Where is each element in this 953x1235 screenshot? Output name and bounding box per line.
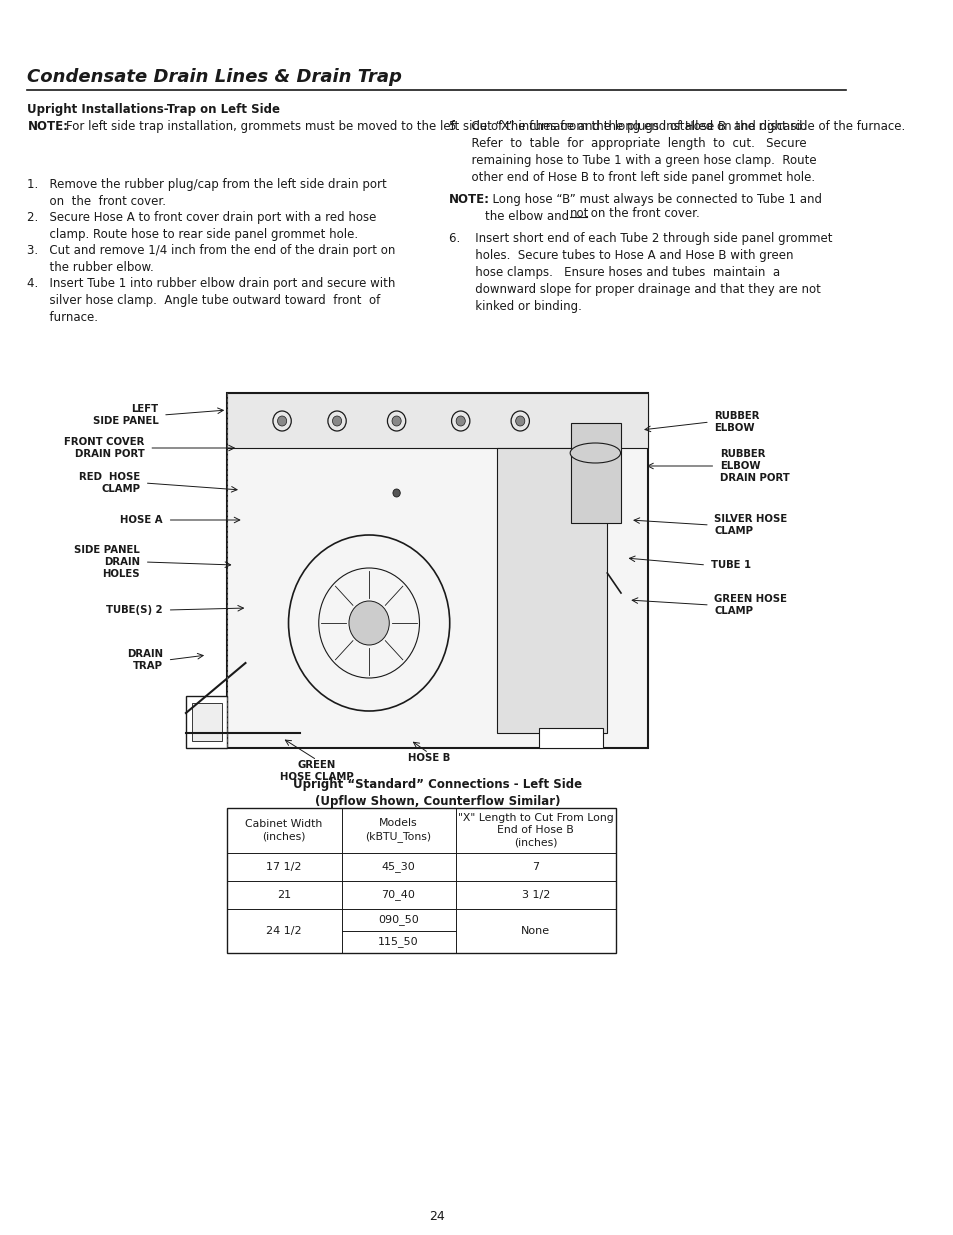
Bar xyxy=(497,448,607,734)
Text: 17 1/2: 17 1/2 xyxy=(266,862,301,872)
Text: RED  HOSE
CLAMP: RED HOSE CLAMP xyxy=(79,472,140,494)
Circle shape xyxy=(349,601,389,645)
Text: RUBBER
ELBOW: RUBBER ELBOW xyxy=(714,411,760,432)
Text: Cabinet Width
(inches): Cabinet Width (inches) xyxy=(245,819,322,841)
Text: SILVER HOSE
CLAMP: SILVER HOSE CLAMP xyxy=(714,514,787,536)
Circle shape xyxy=(516,416,524,426)
Text: HOSE A: HOSE A xyxy=(120,515,163,525)
Text: Upright Installations-Trap on Left Side: Upright Installations-Trap on Left Side xyxy=(28,103,280,116)
Text: NOTE:: NOTE: xyxy=(28,120,69,133)
Text: 4.   Insert Tube 1 into rubber elbow drain port and secure with
      silver hos: 4. Insert Tube 1 into rubber elbow drain… xyxy=(28,277,395,324)
Text: on the front cover.: on the front cover. xyxy=(586,207,700,220)
Text: 090_50: 090_50 xyxy=(377,915,418,925)
Text: 1.   Remove the rubber plug/cap from the left side drain port
      on  the  fro: 1. Remove the rubber plug/cap from the l… xyxy=(28,178,387,207)
Text: not: not xyxy=(569,207,588,220)
Circle shape xyxy=(392,416,401,426)
Circle shape xyxy=(333,416,341,426)
Text: Condensate Drain Lines & Drain Trap: Condensate Drain Lines & Drain Trap xyxy=(28,68,402,86)
Text: 70_40: 70_40 xyxy=(381,889,415,900)
Text: Upright “Standard” Connections - Left Side
(Upflow Shown, Counterflow Similar): Upright “Standard” Connections - Left Si… xyxy=(293,778,581,808)
Circle shape xyxy=(456,416,465,426)
Text: 115_50: 115_50 xyxy=(377,936,418,947)
Circle shape xyxy=(393,489,400,496)
Text: RUBBER
ELBOW
DRAIN PORT: RUBBER ELBOW DRAIN PORT xyxy=(720,450,789,483)
Bar xyxy=(227,808,616,953)
Text: None: None xyxy=(520,926,550,936)
Bar xyxy=(570,424,620,522)
Bar xyxy=(227,393,648,448)
Text: 21: 21 xyxy=(276,890,291,900)
Text: 3.   Cut and remove 1/4 inch from the end of the drain port on
      the rubber : 3. Cut and remove 1/4 inch from the end … xyxy=(28,245,395,274)
Text: TUBE 1: TUBE 1 xyxy=(710,559,750,571)
Text: Long hose “B” must always be connected to Tube 1 and
the elbow and: Long hose “B” must always be connected t… xyxy=(485,193,821,224)
Text: For left side trap installation, grommets must be moved to the left side of the : For left side trap installation, grommet… xyxy=(66,120,904,133)
Text: LEFT
SIDE PANEL: LEFT SIDE PANEL xyxy=(92,404,158,426)
Text: "X" Length to Cut From Long
End of Hose B
(inches): "X" Length to Cut From Long End of Hose … xyxy=(457,813,613,847)
Text: 7: 7 xyxy=(532,862,538,872)
Bar xyxy=(186,697,227,748)
Text: SIDE PANEL
DRAIN
HOLES: SIDE PANEL DRAIN HOLES xyxy=(74,546,140,579)
Text: Models
(kBTU_Tons): Models (kBTU_Tons) xyxy=(365,819,431,842)
Circle shape xyxy=(277,416,287,426)
Text: FRONT COVER
DRAIN PORT: FRONT COVER DRAIN PORT xyxy=(64,437,145,458)
Text: 45_30: 45_30 xyxy=(381,862,415,872)
Text: NOTE:: NOTE: xyxy=(448,193,489,206)
Text: HOSE B: HOSE B xyxy=(407,753,449,763)
Text: DRAIN
TRAP: DRAIN TRAP xyxy=(127,650,163,671)
Text: 2.   Secure Hose A to front cover drain port with a red hose
      clamp. Route : 2. Secure Hose A to front cover drain po… xyxy=(28,211,376,241)
Bar xyxy=(538,727,602,748)
Text: TUBE(S) 2: TUBE(S) 2 xyxy=(107,605,163,615)
Bar xyxy=(193,703,221,741)
Text: GREEN
HOSE CLAMP: GREEN HOSE CLAMP xyxy=(280,760,354,782)
Text: 3 1/2: 3 1/2 xyxy=(521,890,550,900)
Text: 24: 24 xyxy=(429,1210,444,1223)
Text: GREEN HOSE
CLAMP: GREEN HOSE CLAMP xyxy=(714,594,786,616)
Bar xyxy=(227,393,648,748)
Text: 5.   Cut “X” inches from the long end of Hose B  and discard.
      Refer  to  t: 5. Cut “X” inches from the long end of H… xyxy=(448,120,816,184)
Ellipse shape xyxy=(570,443,619,463)
Text: 6.    Insert short end of each Tube 2 through side panel grommet
       holes.  : 6. Insert short end of each Tube 2 throu… xyxy=(448,232,831,312)
Text: 24 1/2: 24 1/2 xyxy=(266,926,301,936)
